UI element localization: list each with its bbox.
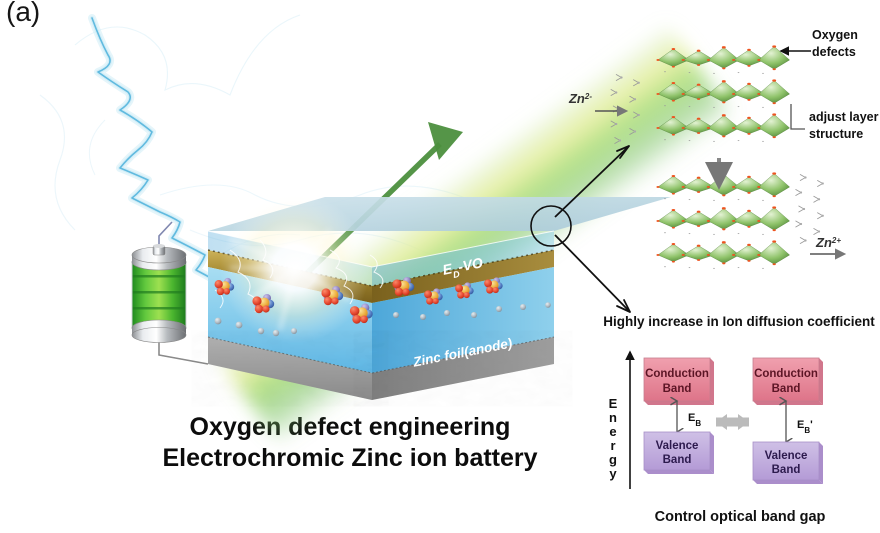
svg-text:g: g [609, 452, 617, 467]
svg-text:Oxygen: Oxygen [812, 28, 858, 42]
svg-text:r: r [610, 438, 615, 453]
svg-text:Valence: Valence [656, 440, 699, 452]
svg-text:Control optical band gap: Control optical band gap [655, 509, 826, 525]
svg-text:Band: Band [663, 454, 692, 466]
svg-text:EB: EB [688, 412, 701, 428]
svg-text:Highly increase in Ion diffusi: Highly increase in Ion diffusion coeffic… [603, 314, 875, 329]
svg-text:n: n [609, 410, 617, 425]
svg-text:Conduction: Conduction [754, 368, 818, 380]
svg-text:adjust layer: adjust layer [809, 110, 879, 124]
svg-text:Valence: Valence [765, 450, 808, 462]
svg-text:EB': EB' [797, 419, 813, 435]
svg-text:E: E [609, 396, 618, 411]
svg-text:Band: Band [772, 383, 801, 395]
svg-text:Conduction: Conduction [645, 368, 709, 380]
svg-text:e: e [609, 424, 616, 439]
svg-text:y: y [609, 466, 617, 481]
svg-text:structure: structure [809, 127, 863, 141]
svg-text:Band: Band [663, 383, 692, 395]
svg-text:Band: Band [772, 464, 801, 476]
svg-text:Zn2+: Zn2+ [815, 235, 841, 250]
svg-text:defects: defects [812, 45, 856, 59]
